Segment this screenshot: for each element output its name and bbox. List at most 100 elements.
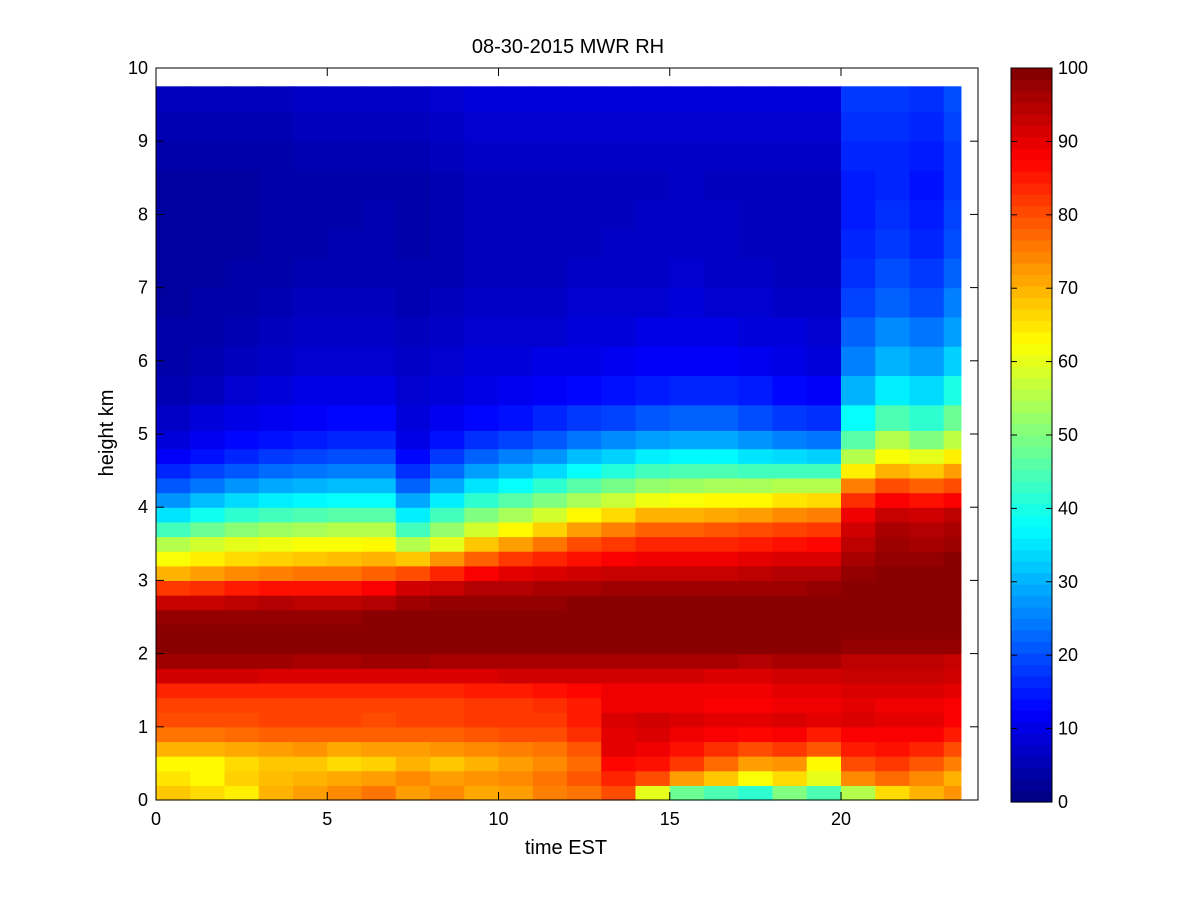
- heatmap-cell: [841, 536, 876, 552]
- heatmap-cell: [875, 712, 911, 728]
- colorbar-segment: [1011, 136, 1052, 149]
- heatmap-cell: [806, 430, 842, 450]
- heatmap-cell: [943, 682, 962, 699]
- heatmap-cell: [567, 580, 602, 596]
- heatmap-cell: [567, 430, 602, 450]
- heatmap-cell: [190, 492, 226, 508]
- heatmap-cell: [395, 492, 431, 508]
- colorbar-segment: [1011, 262, 1052, 276]
- heatmap-cell: [806, 287, 842, 318]
- heatmap-cell: [806, 86, 842, 113]
- heatmap-cell: [943, 536, 962, 552]
- heatmap-cell: [875, 316, 911, 347]
- heatmap-cell: [772, 536, 808, 552]
- colorbar-segment: [1011, 205, 1052, 218]
- heatmap-cell: [327, 404, 363, 431]
- heatmap-cell: [224, 682, 260, 699]
- heatmap-cell: [258, 756, 294, 772]
- heatmap-cell: [943, 404, 962, 431]
- heatmap-cell: [635, 712, 671, 728]
- heatmap-cell: [190, 404, 226, 431]
- heatmap-cell: [704, 521, 739, 538]
- heatmap-cell: [156, 785, 191, 801]
- heatmap-cell: [806, 316, 842, 347]
- heatmap-cell: [772, 448, 808, 464]
- heatmap-cell: [498, 86, 534, 113]
- heatmap-cell: [943, 229, 962, 259]
- heatmap-cell: [875, 697, 911, 713]
- heatmap-cell: [156, 86, 191, 113]
- heatmap-cell: [395, 170, 431, 201]
- heatmap-cell: [669, 258, 705, 289]
- heatmap-cell: [601, 756, 637, 772]
- heatmap-cell: [293, 111, 328, 142]
- heatmap-cell: [909, 199, 945, 230]
- colorbar-tick-label: 40: [1058, 498, 1078, 518]
- colorbar-segment: [1011, 171, 1052, 184]
- heatmap-cell: [224, 404, 260, 431]
- heatmap-cell: [806, 111, 842, 142]
- colorbar-segment: [1011, 561, 1052, 574]
- heatmap-cell: [430, 141, 465, 172]
- heatmap-cell: [430, 697, 465, 713]
- heatmap-cell: [704, 726, 739, 743]
- heatmap-cell: [327, 229, 363, 259]
- colorbar-segment: [1011, 790, 1052, 803]
- heatmap-cell: [327, 595, 363, 611]
- heatmap-cell: [635, 653, 671, 669]
- heatmap-cell: [293, 756, 328, 772]
- heatmap-cell: [772, 170, 808, 201]
- heatmap-cell: [772, 346, 808, 377]
- heatmap-cell: [772, 404, 808, 431]
- heatmap-cell: [772, 258, 808, 289]
- heatmap-cell: [806, 536, 842, 552]
- heatmap-cell: [669, 638, 705, 655]
- heatmap-cell: [567, 229, 602, 259]
- heatmap-cell: [704, 770, 739, 786]
- heatmap-cell: [532, 477, 568, 494]
- heatmap-cell: [532, 287, 568, 318]
- heatmap-cell: [875, 477, 911, 494]
- heatmap-cell: [909, 404, 945, 431]
- heatmap-cell: [156, 595, 191, 611]
- heatmap-cell: [190, 199, 226, 230]
- heatmap-cell: [772, 492, 808, 508]
- heatmap-cell: [669, 111, 705, 142]
- heatmap-cell: [361, 536, 397, 552]
- heatmap-cell: [772, 580, 808, 596]
- heatmap-cell: [909, 551, 945, 567]
- heatmap-cell: [532, 404, 568, 431]
- heatmap-cell: [464, 785, 500, 801]
- heatmap-cell: [293, 448, 328, 464]
- heatmap-cell: [669, 741, 705, 757]
- colorbar-segment: [1011, 389, 1052, 402]
- heatmap-cell: [258, 521, 294, 538]
- heatmap-cell: [430, 595, 465, 611]
- heatmap-cell: [909, 521, 945, 538]
- heatmap-cell: [327, 536, 363, 552]
- colorbar-segment: [1011, 331, 1052, 344]
- heatmap-cell: [738, 565, 774, 581]
- heatmap-cell: [498, 653, 534, 669]
- heatmap-cell: [875, 287, 911, 318]
- heatmap-cell: [532, 609, 568, 625]
- heatmap-cell: [669, 697, 705, 713]
- heatmap-cell: [498, 521, 534, 538]
- heatmap-cell: [669, 609, 705, 625]
- heatmap-cell: [601, 770, 637, 786]
- heatmap-cell: [464, 258, 500, 289]
- heatmap-cell: [293, 229, 328, 259]
- heatmap-cell: [190, 726, 226, 743]
- heatmap-cell: [669, 536, 705, 552]
- heatmap-cell: [498, 111, 534, 142]
- heatmap-cell: [464, 741, 500, 757]
- heatmap-cell: [635, 404, 671, 431]
- heatmap-cell: [361, 463, 397, 479]
- heatmap-cell: [943, 492, 962, 508]
- heatmap-cell: [943, 258, 962, 289]
- heatmap-cell: [635, 430, 671, 450]
- heatmap-cell: [464, 477, 500, 494]
- heatmap-cell: [361, 726, 397, 743]
- heatmap-cell: [704, 170, 739, 201]
- heatmap-cell: [430, 430, 465, 450]
